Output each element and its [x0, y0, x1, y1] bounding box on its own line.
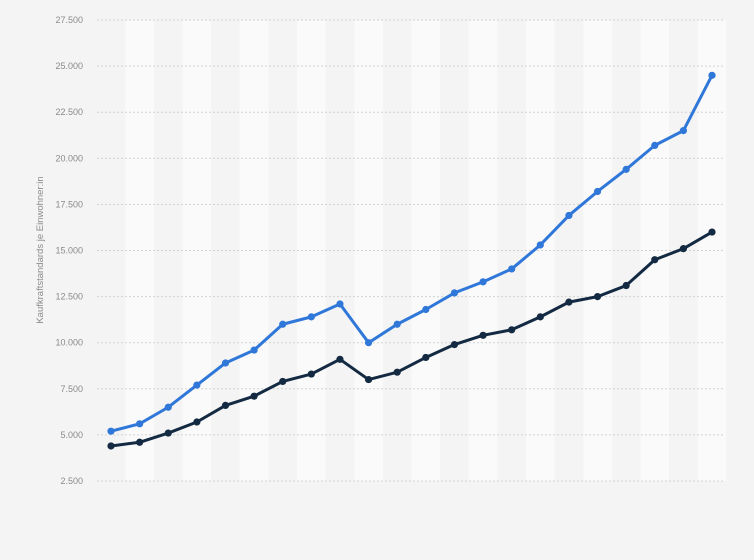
data-point[interactable]: [565, 211, 573, 220]
data-point[interactable]: [364, 375, 373, 384]
data-point[interactable]: [479, 331, 487, 339]
data-point[interactable]: [622, 281, 630, 290]
data-point[interactable]: [593, 187, 602, 196]
data-point[interactable]: [164, 429, 172, 437]
data-point[interactable]: [279, 320, 287, 328]
data-point[interactable]: [450, 289, 459, 297]
data-point[interactable]: [336, 300, 344, 308]
data-point[interactable]: [136, 438, 144, 446]
data-point[interactable]: [622, 165, 630, 173]
series-2: [107, 228, 716, 450]
data-point[interactable]: [136, 420, 144, 428]
data-point[interactable]: [221, 359, 230, 367]
data-point[interactable]: [565, 298, 573, 306]
data-point[interactable]: [536, 313, 544, 321]
y-tick-label: 17.500: [55, 199, 83, 209]
series-1: [107, 71, 716, 435]
data-point[interactable]: [422, 353, 430, 362]
data-point[interactable]: [450, 340, 459, 349]
data-point[interactable]: [164, 403, 172, 411]
y-tick-label: 7.500: [60, 384, 83, 394]
data-point[interactable]: [393, 368, 401, 376]
y-tick-label: 20.000: [55, 153, 83, 163]
data-point[interactable]: [508, 265, 516, 273]
data-point[interactable]: [422, 305, 430, 314]
series-line: [109, 73, 714, 433]
series-line: [109, 230, 714, 448]
series-lines: [107, 71, 716, 450]
y-tick-label: 27.500: [55, 15, 83, 25]
data-point[interactable]: [393, 320, 401, 328]
data-point[interactable]: [307, 370, 315, 378]
data-point[interactable]: [221, 401, 230, 409]
data-point[interactable]: [279, 377, 287, 386]
data-point[interactable]: [336, 355, 344, 363]
data-point[interactable]: [679, 245, 688, 253]
data-point[interactable]: [193, 381, 201, 389]
data-point[interactable]: [107, 442, 115, 450]
data-point[interactable]: [593, 293, 602, 301]
data-point[interactable]: [250, 392, 258, 400]
gridlines: [97, 19, 724, 482]
y-tick-label: 25.000: [55, 61, 83, 71]
y-tick-label: 2.500: [60, 476, 83, 486]
y-tick-label: 22.500: [55, 107, 83, 117]
data-point[interactable]: [651, 256, 659, 264]
y-tick-label: 15.000: [55, 246, 83, 256]
data-point[interactable]: [107, 427, 115, 435]
y-axis-ticks: 27.500 25.000 22.500 20.000 17.500 15.000 12.5…: [55, 15, 83, 486]
data-point[interactable]: [679, 127, 688, 135]
data-point[interactable]: [708, 71, 716, 79]
data-point[interactable]: [536, 241, 544, 249]
data-point[interactable]: [651, 141, 659, 149]
y-tick-label: 5.000: [60, 430, 83, 440]
data-point[interactable]: [250, 346, 258, 354]
y-axis-title: Kaufkraftstandards je Einwohner:in: [35, 176, 46, 323]
data-point[interactable]: [479, 278, 487, 286]
column-bands: [125, 20, 727, 481]
y-tick-label: 10.000: [55, 338, 83, 348]
data-point[interactable]: [193, 418, 201, 426]
data-point[interactable]: [508, 326, 516, 334]
data-point[interactable]: [307, 313, 315, 321]
data-point[interactable]: [364, 339, 373, 347]
y-tick-label: 12.500: [55, 292, 83, 302]
data-point[interactable]: [708, 228, 716, 236]
